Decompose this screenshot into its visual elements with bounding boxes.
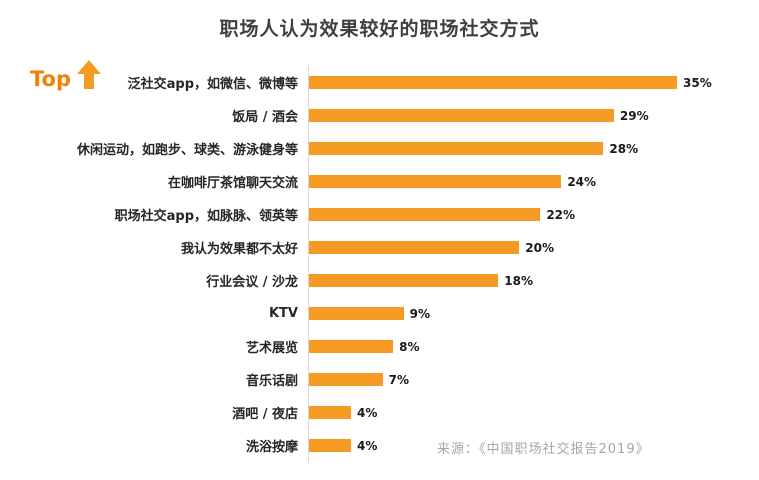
chart-row: 泛社交app，如微信、微博等 35% <box>0 66 759 99</box>
bar-track: 9% <box>308 297 759 330</box>
category-label: 职场社交app，如脉脉、领英等 <box>114 209 298 224</box>
value-label: 28% <box>609 141 639 156</box>
category-label: KTV <box>268 306 298 321</box>
chart-row: 酒吧 / 夜店 4% <box>0 396 759 429</box>
bar <box>309 208 541 221</box>
chart-title: 职场人认为效果较好的职场社交方式 <box>219 18 540 40</box>
bar <box>309 373 383 386</box>
bar-chart: 泛社交app，如微信、微博等 35% 饭局 / 酒会 29% 休闲运动，如跑步、球类、游… <box>0 66 759 462</box>
bar-track: 29% <box>308 99 759 132</box>
category-label: 酒吧 / 夜店 <box>232 407 298 422</box>
bar-track: 8% <box>308 330 759 363</box>
category-label: 泛社交app，如微信、微博等 <box>127 77 298 92</box>
bar <box>309 340 394 353</box>
chart-row: 我认为效果都不太好 20% <box>0 231 759 264</box>
category-label: 艺术展览 <box>245 341 298 356</box>
bar-track: 24% <box>308 165 759 198</box>
bar-track: 35% <box>308 66 759 99</box>
bar-track: 7% <box>308 363 759 396</box>
bar <box>309 406 352 419</box>
up-arrow-icon <box>77 60 101 90</box>
value-label: 35% <box>683 75 712 90</box>
bar <box>309 307 404 320</box>
bar-track: 22% <box>308 198 759 231</box>
bar-track: 4% <box>308 429 759 462</box>
chart-row: 行业会议 / 沙龙 18% <box>0 264 759 297</box>
bar-track: 20% <box>308 231 759 264</box>
bar-track: 18% <box>308 264 759 297</box>
chart-row: 休闲运动，如跑步、球类、游泳健身等 28% <box>0 132 759 165</box>
chart-row: 洗浴按摩 4% <box>0 429 759 462</box>
value-label: 9% <box>409 306 430 321</box>
value-label: 22% <box>546 207 576 222</box>
category-label: 行业会议 / 沙龙 <box>206 275 298 290</box>
value-label: 20% <box>525 240 555 255</box>
source-text: 来源：《中国职场社交报告2019》 <box>437 442 650 457</box>
category-label: 音乐话剧 <box>245 374 298 389</box>
value-label: 18% <box>504 273 533 288</box>
bar <box>309 175 562 188</box>
chart-row: KTV 9% <box>0 297 759 330</box>
chart-row: 饭局 / 酒会 29% <box>0 99 759 132</box>
value-label: 24% <box>567 174 597 189</box>
value-label: 29% <box>619 108 649 123</box>
chart-row: 音乐话剧 7% <box>0 363 759 396</box>
top-label: Top <box>30 60 101 90</box>
value-label: 8% <box>399 339 420 354</box>
bar-track: 4% <box>308 396 759 429</box>
category-label: 休闲运动，如跑步、球类、游泳健身等 <box>76 143 298 158</box>
chart-row: 艺术展览 8% <box>0 330 759 363</box>
category-label: 在咖啡厅茶馆聊天交流 <box>167 176 298 191</box>
chart-row: 在咖啡厅茶馆聊天交流 24% <box>0 165 759 198</box>
bar <box>309 142 604 155</box>
bar <box>309 109 614 122</box>
top-label-text: Top <box>30 67 71 91</box>
category-label: 饭局 / 酒会 <box>232 110 298 125</box>
value-label: 7% <box>388 372 409 387</box>
value-label: 4% <box>357 438 378 453</box>
value-label: 4% <box>357 405 378 420</box>
bar <box>309 241 520 254</box>
category-label: 洗浴按摩 <box>245 440 298 455</box>
category-label: 我认为效果都不太好 <box>180 242 298 257</box>
bar <box>309 274 499 287</box>
chart-row: 职场社交app，如脉脉、领英等 22% <box>0 198 759 231</box>
bar-track: 28% <box>308 132 759 165</box>
bar <box>309 439 352 452</box>
bar <box>309 76 677 89</box>
